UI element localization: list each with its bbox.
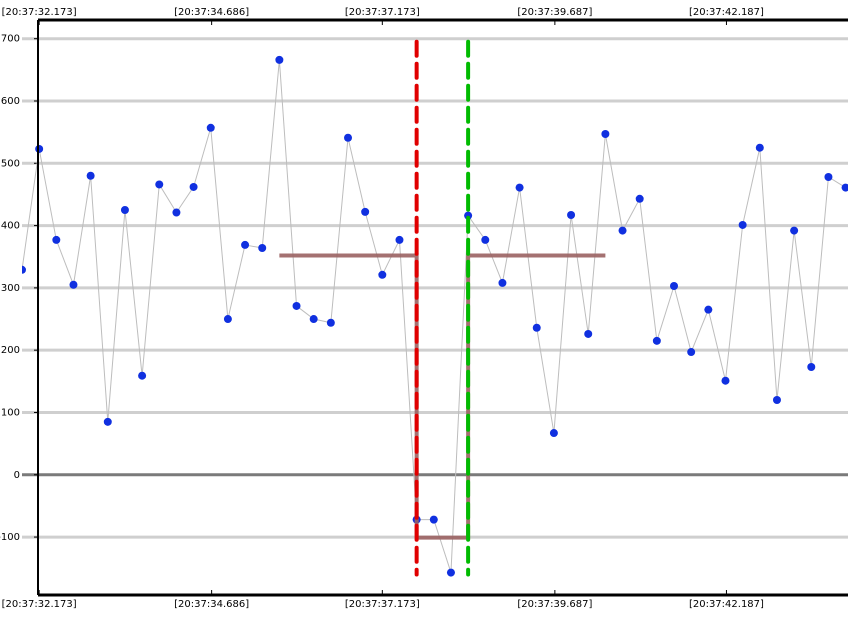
data-point <box>395 235 404 244</box>
data-point <box>52 235 61 244</box>
data-point <box>704 305 713 314</box>
y-tick-label: 300 <box>1 283 20 294</box>
data-point <box>532 323 541 332</box>
x-tick-label-bottom: [20:37:32.173] <box>2 599 77 610</box>
data-point <box>670 282 679 291</box>
data-point <box>687 348 696 357</box>
data-point <box>498 278 507 287</box>
data-point <box>155 180 164 189</box>
data-point <box>309 315 318 324</box>
data-point <box>772 396 781 405</box>
data-point <box>841 183 848 192</box>
data-point <box>86 171 95 180</box>
data-point <box>824 172 833 181</box>
data-point <box>326 318 335 327</box>
data-point <box>22 265 26 274</box>
data-point <box>223 315 232 324</box>
data-point <box>120 206 129 215</box>
data-point <box>206 123 215 132</box>
x-tick-label-bottom: [20:37:42.187] <box>689 599 764 610</box>
y-tick-label: -100 <box>0 532 20 543</box>
data-point <box>721 376 730 385</box>
step-line <box>279 253 606 540</box>
data-point <box>189 182 198 191</box>
data-point <box>601 130 610 139</box>
y-tick-label: 200 <box>1 345 20 356</box>
data-point <box>241 240 250 249</box>
data-point <box>35 144 44 153</box>
x-tick-label-bottom: [20:37:37.173] <box>345 599 420 610</box>
x-tick-label-bottom: [20:37:34.686] <box>174 599 249 610</box>
x-tick-label-top: [20:37:37.173] <box>345 7 420 18</box>
data-point <box>103 417 112 426</box>
data-point <box>755 143 764 152</box>
plot <box>22 39 848 577</box>
data-point <box>464 211 473 220</box>
data-point <box>635 194 644 203</box>
data-line <box>22 59 846 573</box>
data-point <box>378 270 387 279</box>
data-point <box>69 280 78 289</box>
data-point <box>652 336 661 345</box>
y-tick-label: 400 <box>1 221 20 232</box>
x-tick-label-top: [20:37:34.686] <box>174 7 249 18</box>
data-point <box>172 208 181 217</box>
y-tick-label: 700 <box>1 34 20 45</box>
y-tick-label: 600 <box>1 96 20 107</box>
data-point <box>584 329 593 338</box>
y-tick-label: 100 <box>1 407 20 418</box>
data-point <box>567 210 576 219</box>
x-tick-label-bottom: [20:37:39.687] <box>517 599 592 610</box>
y-tick-label: 500 <box>1 158 20 169</box>
data-point <box>515 183 524 192</box>
data-point <box>618 226 627 235</box>
data-point <box>481 235 490 244</box>
data-point <box>738 220 747 229</box>
data-point <box>258 244 267 253</box>
y-tick-label: 0 <box>14 470 20 481</box>
data-point <box>138 371 147 380</box>
data-point <box>429 515 438 524</box>
data-point <box>807 362 816 371</box>
data-point <box>344 133 353 142</box>
data-point <box>292 301 301 310</box>
data-point <box>275 55 284 64</box>
x-tick-label-top: [20:37:32.173] <box>2 7 77 18</box>
data-point <box>549 429 558 438</box>
x-tick-label-top: [20:37:39.687] <box>517 7 592 18</box>
data-point <box>790 226 799 235</box>
data-point <box>446 568 455 577</box>
x-tick-label-top: [20:37:42.187] <box>689 7 764 18</box>
data-point <box>361 207 370 216</box>
